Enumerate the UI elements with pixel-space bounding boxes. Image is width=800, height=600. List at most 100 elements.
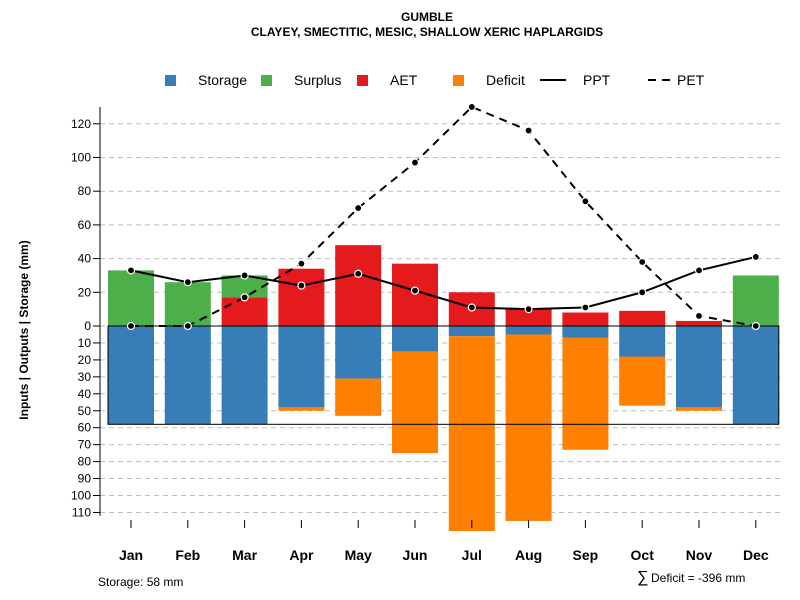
bar-storage-sep xyxy=(562,326,609,338)
storage-footnote: Storage: 58 mm xyxy=(98,575,183,589)
legend-swatch-surplus xyxy=(261,75,272,86)
y-axis-label: Inputs | Outputs | Storage (mm) xyxy=(17,240,31,419)
y-tick-label-lower-10: 10 xyxy=(78,336,92,350)
point-pet-jun xyxy=(410,158,420,167)
bar-storage-dec xyxy=(732,326,779,425)
x-tick-label-may: May xyxy=(345,547,372,563)
bar-storage-jul xyxy=(448,326,495,337)
storage-capacity-box xyxy=(107,325,780,425)
y-tick-label-upper-100: 100 xyxy=(71,151,91,165)
line-pet xyxy=(131,105,756,327)
point-pet-apr xyxy=(297,259,306,268)
x-tick-label-aug: Aug xyxy=(515,547,542,563)
bar-deficit-jul xyxy=(448,336,495,532)
bar-aet-mar xyxy=(221,297,268,326)
y-tick-label-lower-20: 20 xyxy=(78,353,92,367)
bar-storage-nov xyxy=(676,326,722,408)
sum-symbol: ∑ xyxy=(637,569,648,586)
bar-aet-nov xyxy=(676,320,722,326)
point-ppt-jan xyxy=(126,266,136,275)
x-tick-label-nov: Nov xyxy=(686,547,713,563)
legend-label-surplus: Surplus xyxy=(294,72,341,88)
bar-aet-oct xyxy=(619,310,666,326)
bar-deficit-nov xyxy=(676,407,722,411)
point-pet-jan xyxy=(126,321,136,331)
point-ppt-apr xyxy=(297,281,306,290)
point-ppt-jul xyxy=(467,303,476,312)
y-tick-label-lower-30: 30 xyxy=(78,370,92,384)
y-tick-label-lower-110: 110 xyxy=(72,505,91,519)
bar-deficit-jun xyxy=(392,351,438,454)
x-tick-label-dec: Dec xyxy=(743,547,769,563)
point-pet-may xyxy=(354,203,363,213)
bar-deficit-may xyxy=(335,378,382,416)
legend: Storage Surplus AET Deficit PPT PET xyxy=(165,72,705,88)
point-pet-dec xyxy=(751,321,760,331)
bar-deficit-sep xyxy=(562,337,609,450)
bar-storage-jun xyxy=(392,326,438,352)
x-tick-label-feb: Feb xyxy=(175,547,200,563)
chart-title: GUMBLE xyxy=(401,10,453,24)
point-ppt-sep xyxy=(581,303,590,312)
legend-label-storage: Storage xyxy=(198,72,247,88)
point-ppt-feb xyxy=(183,278,192,287)
bar-aet-apr xyxy=(278,268,325,326)
bar-storage-mar xyxy=(221,326,268,425)
legend-swatch-aet xyxy=(357,75,368,86)
legend-label-ppt: PPT xyxy=(583,72,611,88)
chart-subtitle: CLAYEY, SMECTITIC, MESIC, SHALLOW XERIC … xyxy=(251,25,603,39)
bar-deficit-aug xyxy=(505,334,552,521)
point-pet-jul xyxy=(467,102,476,112)
point-ppt-oct xyxy=(638,288,647,297)
y-tick-label-upper-60: 60 xyxy=(78,218,92,232)
y-tick-label-lower-70: 70 xyxy=(78,438,92,452)
bar-surplus-dec xyxy=(732,275,779,326)
bar-storage-aug xyxy=(505,326,552,335)
bars xyxy=(107,245,780,532)
x-tick-label-jan: Jan xyxy=(119,547,143,563)
axes: 0 20 40 60 80 100 120 10 20 30 40 50 60 70 80 90 100 110 J… xyxy=(71,106,769,563)
bar-storage-jan xyxy=(108,326,154,425)
bar-surplus-mar xyxy=(221,275,268,298)
y-tick-label-lower-80: 80 xyxy=(78,455,92,469)
point-pet-aug xyxy=(524,126,533,135)
y-tick-label-lower-90: 90 xyxy=(78,472,92,486)
legend-swatch-storage xyxy=(165,75,176,86)
y-tick-label-lower-100: 100 xyxy=(71,489,91,503)
legend-label-deficit: Deficit xyxy=(486,72,525,88)
legend-label-pet: PET xyxy=(677,72,705,88)
line-ppt xyxy=(130,255,757,311)
bar-storage-apr xyxy=(278,326,325,408)
series-lines xyxy=(126,102,760,331)
bar-aet-aug xyxy=(505,309,552,326)
bar-aet-may xyxy=(335,245,382,326)
point-pet-feb xyxy=(183,321,192,331)
point-ppt-dec xyxy=(751,252,760,262)
bar-deficit-oct xyxy=(619,356,666,406)
bar-surplus-jan xyxy=(108,270,154,326)
legend-swatch-deficit xyxy=(453,75,464,86)
point-pet-nov xyxy=(694,311,704,320)
point-pet-oct xyxy=(638,257,647,267)
point-pet-sep xyxy=(581,197,590,206)
x-tick-label-apr: Apr xyxy=(289,547,314,563)
y-tick-label-upper-120: 120 xyxy=(71,117,91,131)
bar-surplus-feb xyxy=(164,282,211,326)
y-tick-label-lower-40: 40 xyxy=(78,387,92,401)
gridlines xyxy=(100,123,783,513)
bar-storage-oct xyxy=(619,326,666,357)
bar-storage-may xyxy=(335,326,382,379)
y-tick-label-lower-50: 50 xyxy=(78,404,92,418)
bar-aet-sep xyxy=(562,312,609,326)
x-tick-label-jun: Jun xyxy=(403,547,428,563)
y-tick-label-upper-40: 40 xyxy=(78,252,92,266)
x-tick-label-mar: Mar xyxy=(232,547,257,563)
deficit-footnote: Deficit = -396 mm xyxy=(651,571,745,585)
point-ppt-jun xyxy=(410,286,420,295)
legend-label-aet: AET xyxy=(390,72,418,88)
y-tick-label-upper-80: 80 xyxy=(78,184,92,198)
x-tick-label-sep: Sep xyxy=(573,547,599,563)
y-tick-label-lower-60: 60 xyxy=(78,421,92,435)
point-ppt-aug xyxy=(524,305,533,314)
